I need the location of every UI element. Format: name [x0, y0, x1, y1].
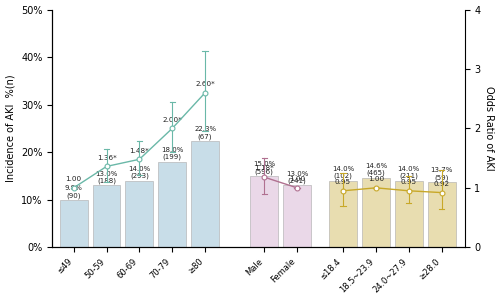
Text: 1.00: 1.00	[289, 176, 305, 182]
Bar	[126, 181, 154, 247]
Y-axis label: Incidence of AKI  %(n): Incidence of AKI %(n)	[6, 75, 16, 182]
Text: 14.0%
(293): 14.0% (293)	[128, 166, 150, 179]
Text: 18.0%
(199): 18.0% (199)	[161, 147, 184, 160]
Text: 0.95: 0.95	[335, 179, 351, 185]
Text: 14.0%
(102): 14.0% (102)	[332, 166, 354, 179]
Bar	[158, 162, 186, 247]
Text: 1.00: 1.00	[368, 176, 384, 182]
Bar	[250, 176, 278, 247]
Bar	[329, 181, 357, 247]
Text: 9.9%
(90): 9.9% (90)	[64, 185, 82, 199]
Text: 1.18*: 1.18*	[254, 165, 274, 171]
Bar	[395, 181, 422, 247]
Bar	[92, 185, 120, 247]
Text: 14.0%
(211): 14.0% (211)	[398, 166, 420, 179]
Text: 1.36*: 1.36*	[96, 155, 116, 161]
Text: 13.7%
(59): 13.7% (59)	[430, 167, 453, 181]
Bar	[191, 141, 219, 247]
Text: 15.0%
(596): 15.0% (596)	[253, 161, 276, 175]
Text: 2.60*: 2.60*	[195, 81, 215, 87]
Text: 0.92: 0.92	[434, 181, 450, 187]
Bar	[362, 178, 390, 247]
Text: 22.3%
(67): 22.3% (67)	[194, 126, 216, 140]
Bar	[428, 182, 456, 247]
Bar	[283, 185, 311, 247]
Text: 2.00*: 2.00*	[162, 117, 182, 123]
Text: 13.0%
(241): 13.0% (241)	[286, 170, 308, 184]
Bar	[60, 200, 88, 247]
Text: 1.00: 1.00	[66, 176, 82, 182]
Text: 0.95: 0.95	[400, 179, 417, 185]
Text: 1.48*: 1.48*	[130, 148, 150, 154]
Text: 14.6%
(465): 14.6% (465)	[365, 163, 387, 176]
Text: 13.0%
(188): 13.0% (188)	[96, 170, 118, 184]
Y-axis label: Odds Ratio of AKI: Odds Ratio of AKI	[484, 86, 494, 171]
